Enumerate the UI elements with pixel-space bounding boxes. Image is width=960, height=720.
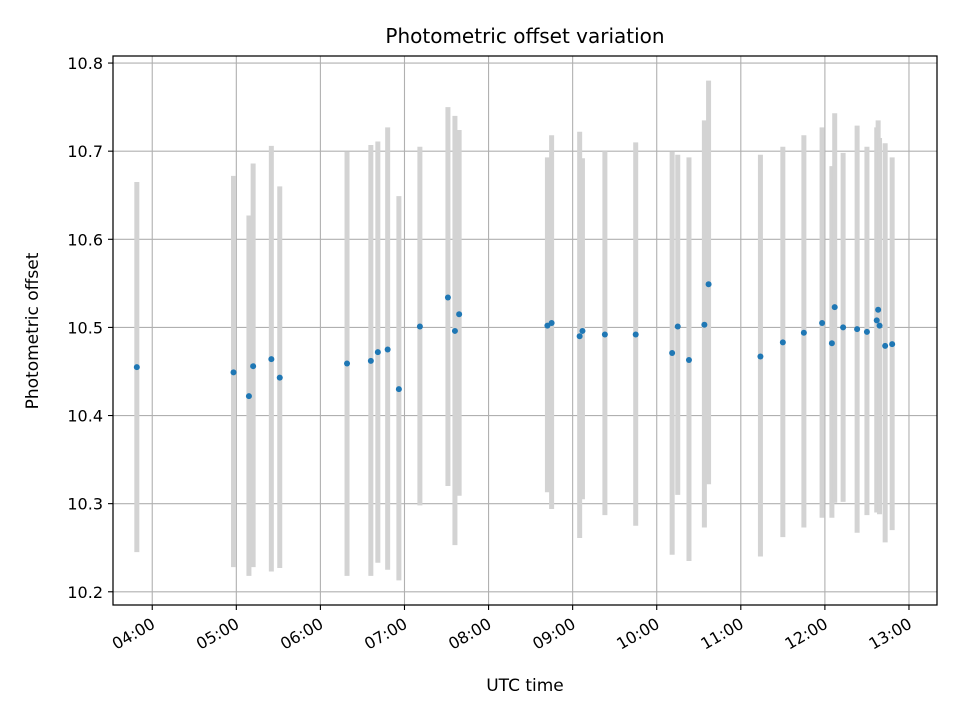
x-tick-label: 10:00: [613, 614, 662, 654]
data-point: [444, 294, 451, 301]
x-axis-label: UTC time: [486, 676, 564, 696]
data-point: [685, 357, 692, 364]
data-point: [632, 331, 639, 338]
data-point: [819, 320, 826, 327]
error-bars: [134, 80, 895, 581]
y-tick-label: 10.4: [67, 407, 103, 426]
data-point: [133, 364, 140, 371]
data-point: [701, 321, 708, 328]
data-point: [250, 363, 257, 370]
x-tick-label: 09:00: [529, 614, 578, 654]
data-point: [416, 323, 423, 330]
y-axis-ticks: 10.2 10.3 10.4 10.5 10.6 10.7 10.8: [67, 54, 113, 602]
data-point: [230, 369, 237, 376]
chart-title: Photometric offset variation: [385, 24, 664, 48]
data-point: [384, 346, 391, 353]
x-tick-label: 13:00: [866, 614, 915, 654]
data-point: [395, 386, 402, 393]
x-tick-label: 07:00: [361, 614, 410, 654]
data-point: [875, 306, 882, 313]
data-point: [800, 329, 807, 336]
data-point: [882, 342, 889, 349]
data-point: [863, 328, 870, 335]
data-point: [367, 357, 374, 364]
data-point: [828, 340, 835, 347]
data-point: [779, 339, 786, 346]
data-point: [576, 333, 583, 340]
y-tick-label: 10.5: [67, 318, 103, 337]
y-tick-label: 10.8: [67, 54, 103, 73]
x-axis-ticks: 04:00 05:00 06:00 07:00 08:00 09:00 10:00 11:00…: [109, 605, 915, 654]
y-tick-label: 10.7: [67, 142, 103, 161]
data-point: [757, 353, 764, 360]
data-point: [669, 349, 676, 356]
x-tick-label: 08:00: [445, 614, 494, 654]
data-point: [674, 323, 681, 330]
y-axis-label: Photometric offset: [23, 252, 43, 409]
data-point: [451, 327, 458, 334]
data-point: [548, 320, 555, 327]
data-point: [854, 326, 861, 333]
data-point: [268, 356, 275, 363]
data-point: [276, 374, 283, 381]
data-point: [831, 304, 838, 311]
x-tick-label: 11:00: [697, 614, 746, 654]
data-point: [456, 311, 463, 318]
data-point: [889, 341, 896, 348]
data-point: [601, 331, 608, 338]
y-tick-label: 10.3: [67, 495, 103, 514]
data-points: [133, 281, 896, 400]
x-tick-label: 12:00: [781, 614, 830, 654]
y-tick-label: 10.6: [67, 230, 103, 249]
data-point: [579, 327, 586, 334]
x-tick-label: 06:00: [277, 614, 326, 654]
x-tick-label: 04:00: [109, 614, 158, 654]
grid-lines: [113, 56, 937, 605]
plot-frame: [112, 55, 938, 606]
data-point: [245, 393, 252, 400]
data-point: [876, 322, 883, 329]
data-point: [840, 324, 847, 331]
y-tick-label: 10.2: [67, 583, 103, 602]
data-point: [873, 317, 880, 324]
data-point: [705, 281, 712, 288]
x-tick-label: 05:00: [193, 614, 242, 654]
data-point: [374, 349, 381, 356]
data-point: [344, 360, 351, 367]
